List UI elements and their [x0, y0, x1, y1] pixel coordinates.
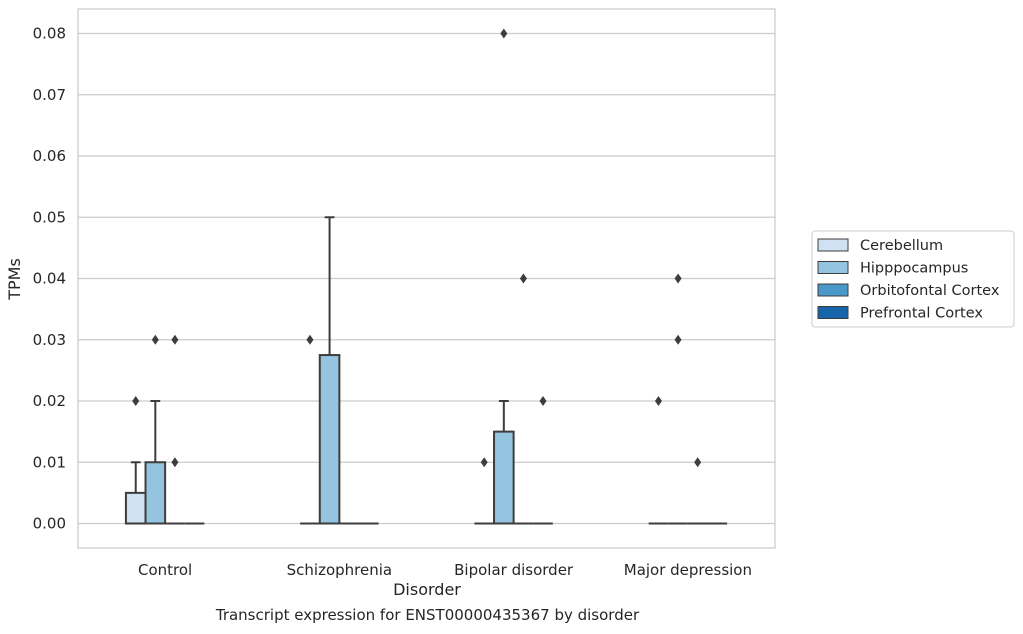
outlier-point	[674, 273, 682, 284]
outlier-point	[654, 396, 662, 406]
y-tick-label: 0.05	[33, 208, 66, 226]
legend-item: Orbitofontal Cortex	[817, 283, 1000, 299]
y-axis-ticks: 0.00 0.01 0.02 0.03 0.04 0.05 0.06 0.07 0.08	[33, 25, 66, 533]
x-tick-label: Schizophrenia	[287, 561, 392, 579]
legend-swatch	[817, 261, 849, 274]
plot-frame	[77, 8, 776, 549]
box-body	[493, 430, 515, 525]
legend-item: Cerebellum	[817, 238, 943, 254]
y-tick-label: 0.03	[33, 331, 66, 349]
box-orbitofontal-cortex	[687, 457, 708, 525]
legend-swatch	[817, 238, 849, 252]
legend-item: Prefrontal Cortex	[817, 306, 983, 322]
legend-label: Hipppocampus	[860, 261, 968, 277]
x-tick-label: Control	[138, 561, 192, 579]
y-tick-label: 0.04	[33, 270, 66, 288]
box-body	[124, 491, 147, 525]
outlier-point	[171, 457, 179, 468]
box-hipppocampus	[318, 216, 341, 525]
y-tick-label: 0.08	[33, 25, 66, 43]
legend-swatch	[817, 283, 849, 297]
legend-item: Hipppocampus	[817, 261, 968, 277]
chart-caption: Transcript expression for ENST0000043536…	[215, 606, 640, 624]
y-tick-label: 0.01	[33, 453, 66, 471]
outlier-point	[480, 457, 488, 468]
box-orbitofontal-cortex	[513, 273, 534, 525]
grid-lines	[78, 32, 775, 525]
legend-label: Orbitofontal Cortex	[860, 283, 1000, 299]
box-series	[124, 28, 728, 525]
legend: Cerebellum Hipppocampus Orbitofontal Corte…	[811, 230, 1015, 328]
outlier-point	[151, 334, 159, 345]
outlier-point	[539, 396, 547, 406]
legend-label: Cerebellum	[860, 238, 943, 254]
x-axis-label: Disorder	[393, 580, 461, 599]
box-hipppocampus	[144, 334, 167, 525]
y-tick-label: 0.00	[33, 515, 66, 533]
box-body	[318, 354, 341, 525]
x-tick-label: Major depression	[624, 561, 752, 579]
legend-frame	[811, 230, 1015, 328]
y-axis-label: TPMs	[5, 258, 24, 301]
outlier-point	[519, 273, 527, 284]
legend-swatch	[817, 306, 849, 319]
y-tick-label: 0.02	[33, 392, 66, 410]
box-hipppocampus	[493, 28, 515, 525]
x-axis-ticks: Control Schizophrenia Bipolar disorder Majo…	[138, 561, 752, 579]
outlier-point	[171, 334, 179, 345]
box-hipppocampus	[668, 273, 688, 525]
box-cerebellum	[648, 396, 669, 525]
x-tick-label: Bipolar disorder	[454, 561, 574, 579]
outlier-point	[132, 396, 140, 406]
box-cerebellum	[300, 334, 320, 525]
box-orbitofontal-cortex	[165, 334, 185, 525]
box-prefrontal-cortex	[533, 396, 553, 525]
box-cerebellum	[474, 457, 495, 525]
box-body	[144, 461, 167, 525]
box-cerebellum	[124, 396, 147, 525]
outlier-point	[500, 28, 508, 39]
outlier-point	[674, 334, 682, 345]
outlier-point	[694, 457, 702, 468]
outlier-point	[306, 334, 314, 345]
y-tick-label: 0.06	[33, 147, 66, 165]
legend-label: Prefrontal Cortex	[860, 306, 983, 322]
y-tick-label: 0.07	[33, 86, 66, 104]
